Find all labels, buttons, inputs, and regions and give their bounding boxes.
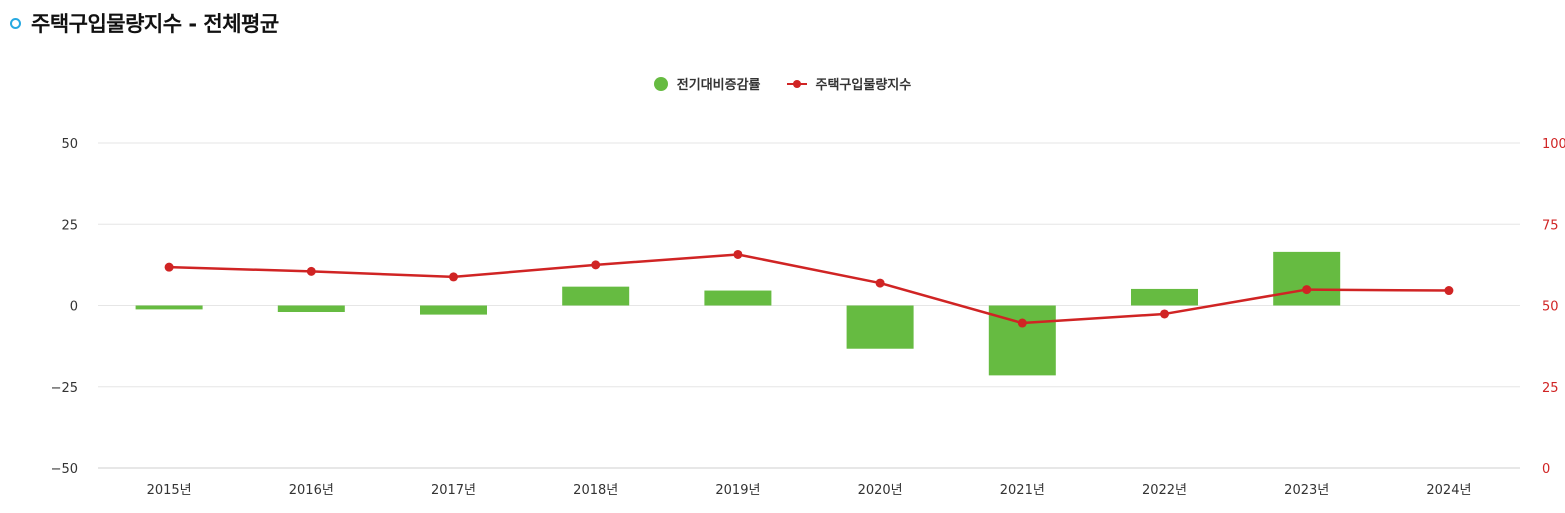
y-right-tick-label: 100 [1542,137,1565,152]
y-right-tick-label: 75 [1542,218,1559,233]
x-tick-label: 2023년 [1284,483,1329,498]
x-tick-label: 2022년 [1142,483,1187,498]
y-left-tick-label: −25 [51,381,78,396]
bar [562,286,630,306]
bar [135,305,203,310]
chart-legend: 전기대비증감률 주택구입물량지수 [0,74,1565,93]
line-point [164,262,174,272]
x-tick-label: 2016년 [289,483,334,498]
bar-series-swatch-icon [653,76,668,91]
y-left-tick-label: −50 [51,462,78,477]
title-row: 주택구입물량지수 - 전체평균 [10,6,279,40]
x-tick-label: 2020년 [858,483,903,498]
y-right-tick-label: 50 [1542,300,1559,315]
line-point [306,266,316,276]
x-tick-label: 2015년 [147,483,192,498]
line-point [733,249,743,259]
y-right-tick-label: 25 [1542,381,1559,396]
line-point [591,260,601,270]
line-point [1302,285,1312,295]
line-point [1160,309,1169,319]
line-point [1444,286,1454,296]
page-title: 주택구입물량지수 - 전체평균 [31,12,279,36]
y-right-tick-label: 0 [1542,462,1550,477]
y-left-tick-label: 0 [70,300,78,315]
bar [277,305,345,312]
title-bullet-icon [10,17,21,29]
x-tick-label: 2024년 [1426,483,1471,498]
bar [846,305,914,349]
line-point [1017,318,1027,328]
x-tick-label: 2018년 [573,483,618,498]
x-tick-label: 2021년 [1000,483,1045,498]
bar [704,290,772,306]
legend-label-bar: 전기대비증감률 [676,78,761,93]
line-series [169,253,1449,325]
bar [1273,251,1341,306]
line-point [875,278,885,288]
legend-item-bar[interactable]: 전기대비증감률 [653,74,761,93]
legend-label-line: 주택구입물량지수 [815,78,912,93]
y-left-tick-label: 50 [61,137,78,152]
bar [420,305,487,315]
bar [1131,288,1198,306]
y-left-tick-label: 25 [61,218,78,233]
x-tick-label: 2019년 [715,483,760,498]
line-series-swatch-icon [786,78,807,90]
x-tick-label: 2017년 [431,483,476,498]
line-point [449,272,458,282]
legend-item-line[interactable]: 주택구입물량지수 [786,74,912,93]
